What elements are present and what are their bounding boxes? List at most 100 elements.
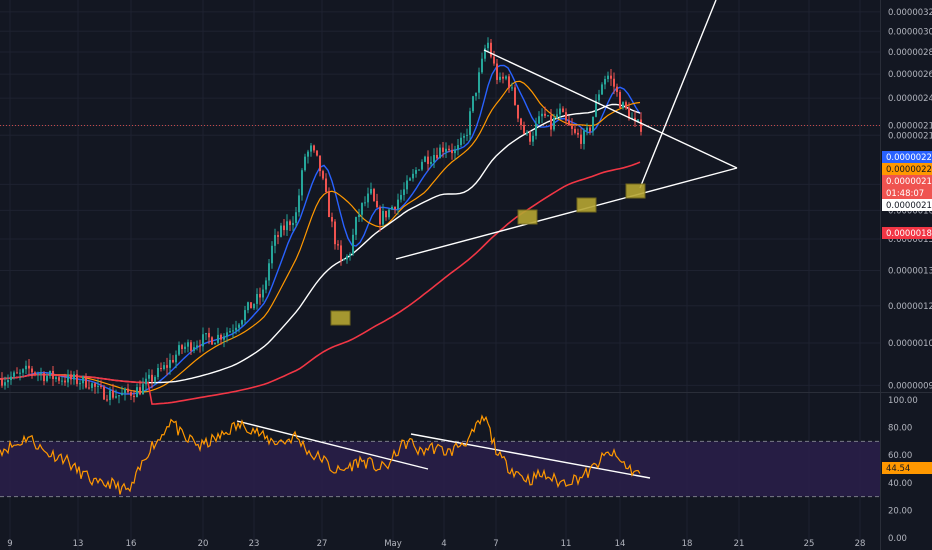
tag-blue: 0.00000229	[886, 153, 932, 163]
price-tick-label: 0.00000165	[888, 206, 932, 216]
time-tick-label: 20	[198, 539, 209, 549]
candle-body	[160, 367, 162, 370]
candle-body	[7, 380, 9, 383]
candle-body	[622, 102, 624, 108]
candle-body	[214, 342, 216, 345]
candle-body	[457, 144, 459, 150]
candle-body	[523, 125, 525, 134]
time-axis[interactable]: 9 13 16 20 23 27 May 4 7 11 14 18 21 25 28	[7, 539, 865, 549]
rsi-trend-line-2	[410, 433, 651, 479]
candle-body	[538, 116, 540, 124]
candle-body	[403, 189, 405, 195]
candle-body	[469, 111, 471, 135]
candle-body	[25, 365, 27, 370]
candle-body	[607, 75, 609, 80]
candle-body	[205, 333, 207, 335]
time-tick-label: 23	[249, 539, 260, 549]
time-tick-label: 14	[615, 539, 626, 549]
candle-body	[151, 374, 153, 382]
price-tick-label: 0.00000092	[888, 381, 932, 391]
candle-body	[187, 342, 189, 347]
candle-body	[349, 254, 351, 256]
candle-body	[331, 217, 333, 222]
candle-body	[355, 217, 357, 235]
trend-drawings	[236, 0, 738, 479]
time-tick-label: 9	[7, 539, 12, 549]
tag-red: 0.00000180	[886, 229, 932, 239]
tag-countdown: 01:48:07	[886, 189, 924, 199]
candle-body	[13, 372, 15, 377]
candle-body	[565, 112, 567, 121]
candle-body	[586, 127, 588, 131]
rsi-band-fill	[0, 441, 880, 497]
candle-body	[376, 200, 378, 208]
candle-body	[304, 156, 306, 171]
price-tick-label: 0.00000219	[888, 122, 932, 132]
candle-body	[52, 370, 54, 380]
candle-body	[580, 134, 582, 144]
candle-body	[373, 189, 375, 201]
candle-body	[175, 354, 177, 363]
candle-body	[451, 150, 453, 154]
candle-body	[10, 376, 12, 381]
candle-body	[634, 117, 636, 122]
candle-body	[259, 294, 261, 298]
candle-body	[70, 374, 72, 380]
candle-body	[199, 345, 201, 347]
candle-body	[364, 202, 366, 204]
candle-body	[340, 245, 342, 261]
candle-body	[514, 87, 516, 105]
candle-body	[37, 373, 39, 375]
candle-body	[319, 155, 321, 172]
candle-body	[118, 395, 120, 397]
candle-body	[289, 221, 291, 225]
candle-body	[532, 135, 534, 142]
candle-body	[547, 115, 549, 117]
candle-body	[61, 380, 63, 382]
candle-body	[322, 171, 324, 179]
candle-body	[544, 113, 546, 116]
candle-body	[46, 375, 48, 382]
candle-body	[229, 331, 231, 333]
tag-orange-bg	[882, 163, 932, 175]
candle-body	[493, 56, 495, 64]
candle-body	[391, 206, 393, 210]
candle-body	[43, 373, 45, 382]
candle-body	[280, 225, 282, 237]
ma-red-line	[0, 161, 641, 405]
candle-body	[556, 114, 558, 118]
candle-body	[40, 373, 42, 375]
candle-body	[550, 115, 552, 130]
candle-body	[1, 378, 3, 386]
candle-body	[358, 214, 360, 218]
candle-body	[613, 78, 615, 87]
candle-body	[112, 390, 114, 398]
candle-body	[265, 280, 267, 290]
candle-body	[34, 372, 36, 375]
candle-body	[22, 369, 24, 373]
time-tick-label: 25	[804, 539, 815, 549]
candle-body	[130, 392, 132, 396]
candle-body	[379, 207, 381, 225]
candle-body	[592, 116, 594, 132]
candle-body	[433, 155, 435, 162]
candle-body	[625, 102, 627, 108]
time-tick-label: 11	[561, 539, 572, 549]
candle-body	[421, 161, 423, 170]
rsi-trend-line-1	[236, 420, 429, 470]
candle-body	[232, 330, 234, 332]
candle-body	[163, 365, 165, 370]
candle-body	[223, 336, 225, 340]
rsi-tick-label: 80.00	[888, 424, 912, 434]
candle-body	[343, 259, 345, 261]
candle-body	[49, 370, 51, 376]
candle-body	[508, 76, 510, 89]
time-tick-label: May	[384, 539, 402, 549]
candle-body	[154, 377, 156, 382]
candle-body	[100, 385, 102, 387]
tag-white-bg	[882, 199, 932, 211]
candle-body	[208, 333, 210, 338]
